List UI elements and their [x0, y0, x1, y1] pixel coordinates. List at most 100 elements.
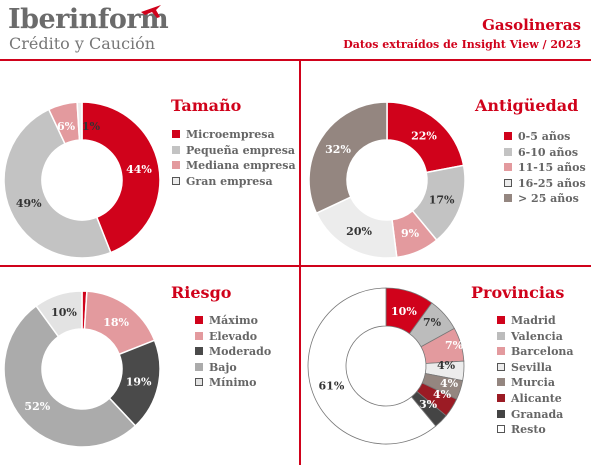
- data-label: 44%: [126, 163, 152, 176]
- data-label: 4%: [440, 377, 459, 390]
- legend-item: Resto: [497, 422, 574, 438]
- legend-item: Alicante: [497, 391, 574, 407]
- legend-label: Elevado: [209, 329, 258, 343]
- legend-label: 16-25 años: [518, 176, 586, 190]
- legend-item: Valencia: [497, 329, 574, 345]
- legend-label: Madrid: [511, 314, 556, 327]
- legend-swatch: [497, 316, 505, 324]
- legend-swatch: [195, 362, 203, 371]
- page-subtitle: Datos extraídos de Insight View / 2023: [343, 38, 581, 51]
- legend-swatch: [497, 425, 505, 434]
- donut-provincias: 10%7%7%4%4%4%3%61%: [307, 287, 465, 445]
- donut-slice: [3, 304, 137, 448]
- legend-swatch: [172, 145, 180, 154]
- donut-slice: [76, 101, 83, 141]
- legend-item: Gran empresa: [172, 174, 296, 190]
- chart-panel-provincias: 10% 7% 7% 4% 4% 4% 3% 61% Provincias Madrid Vale…: [301, 267, 591, 465]
- legend-label: Murcia: [511, 376, 555, 390]
- data-label: 10%: [391, 305, 417, 318]
- legend-swatch: [195, 316, 203, 324]
- legend-label: > 25 años: [518, 192, 579, 206]
- legend-swatch: [497, 393, 505, 402]
- legend-swatch: [504, 147, 512, 156]
- legend-item: 11-15 años: [504, 160, 586, 176]
- header: Iberinform Crédito y Caución Gasolineras…: [0, 0, 591, 60]
- donut-riesgo: 1%18%19%52%10%: [3, 290, 161, 448]
- legend-label: 6-10 años: [518, 145, 579, 159]
- chart-legend: Microempresa Pequeña empresa Mediana empre…: [172, 127, 296, 189]
- legend-label: Sevilla: [511, 360, 552, 374]
- data-label: 7%: [423, 316, 442, 329]
- data-label: 3%: [419, 398, 438, 411]
- chart-panel-tamano: 44% 49% 6% 1% Tamaño Microempresa Pequeña em…: [0, 61, 299, 265]
- legend-item: Moderado: [195, 344, 271, 360]
- legend-item: Máximo: [195, 313, 271, 329]
- data-label: 17%: [429, 194, 455, 207]
- legend-swatch: [504, 194, 512, 203]
- chart-legend: 0-5 años 6-10 años 11-15 años 16-25 años > 2…: [504, 129, 586, 207]
- legend-label: 11-15 años: [518, 161, 586, 175]
- legend-swatch: [497, 409, 505, 418]
- data-label: 20%: [346, 225, 372, 238]
- top-rule: [0, 59, 591, 61]
- chart-legend: Máximo Elevado Moderado Bajo Mínimo: [195, 313, 271, 391]
- legend-label: 0-5 años: [518, 130, 571, 143]
- legend-swatch: [195, 378, 203, 387]
- plane-icon: [141, 5, 161, 18]
- legend-label: Barcelona: [511, 345, 574, 359]
- legend-label: Gran empresa: [186, 174, 273, 188]
- donut-antiguedad: 22% 17% 9% 20% 32%: [308, 101, 466, 259]
- donut-slice: [308, 101, 388, 215]
- legend-label: Mínimo: [209, 376, 257, 390]
- chart-panel-antiguedad: 22% 17% 9% 20% 32% Antigüedad 0-5 años 6-10 a…: [301, 61, 591, 265]
- brand-tagline: Crédito y Caución: [9, 34, 156, 53]
- legend-label: Moderado: [209, 345, 272, 359]
- legend-swatch: [497, 378, 505, 387]
- legend-swatch: [504, 132, 512, 140]
- data-label: 61%: [319, 380, 345, 393]
- legend-item: Sevilla: [497, 360, 574, 376]
- legend-item: Mediana empresa: [172, 158, 296, 174]
- legend-item: > 25 años: [504, 191, 586, 207]
- legend-item: Madrid: [497, 313, 574, 329]
- data-label: 22%: [411, 129, 437, 142]
- legend-item: Barcelona: [497, 344, 574, 360]
- legend-label: Pequeña empresa: [186, 143, 296, 157]
- chart-title: Provincias: [471, 283, 565, 302]
- data-label: 4%: [433, 388, 452, 401]
- legend-label: Máximo: [209, 314, 259, 327]
- chart-title: Tamaño: [171, 96, 242, 115]
- legend-item: 6-10 años: [504, 145, 586, 161]
- legend-label: Valencia: [511, 329, 563, 343]
- legend-label: Alicante: [511, 391, 562, 405]
- legend-swatch: [497, 347, 505, 356]
- data-label: 18%: [103, 316, 129, 329]
- vertical-rule: [299, 61, 301, 465]
- brand-name: Iberinform: [8, 4, 169, 35]
- legend-item: Bajo: [195, 360, 271, 376]
- data-label: 7%: [445, 339, 464, 352]
- data-label: 32%: [325, 143, 351, 156]
- middle-rule: [0, 265, 591, 267]
- donut-slice: [307, 287, 437, 445]
- legend-item: Pequeña empresa: [172, 143, 296, 159]
- legend-swatch: [172, 176, 180, 185]
- legend-item: 16-25 años: [504, 176, 586, 192]
- legend-swatch: [195, 347, 203, 356]
- data-label: 4%: [437, 359, 456, 372]
- chart-title: Riesgo: [171, 283, 232, 302]
- legend-swatch: [497, 362, 505, 371]
- legend-item: Microempresa: [172, 127, 296, 143]
- data-label: 1%: [82, 120, 101, 133]
- legend-label: Bajo: [209, 360, 237, 374]
- legend-label: Mediana empresa: [186, 159, 296, 173]
- data-label: 19%: [126, 376, 152, 389]
- legend-swatch: [504, 163, 512, 172]
- legend-label: Microempresa: [186, 128, 275, 141]
- legend-item: Granada: [497, 407, 574, 423]
- legend-label: Resto: [511, 423, 546, 437]
- legend-swatch: [195, 331, 203, 340]
- legend-label: Granada: [511, 407, 564, 421]
- donut-slice: [35, 290, 83, 338]
- data-label: 49%: [16, 197, 42, 210]
